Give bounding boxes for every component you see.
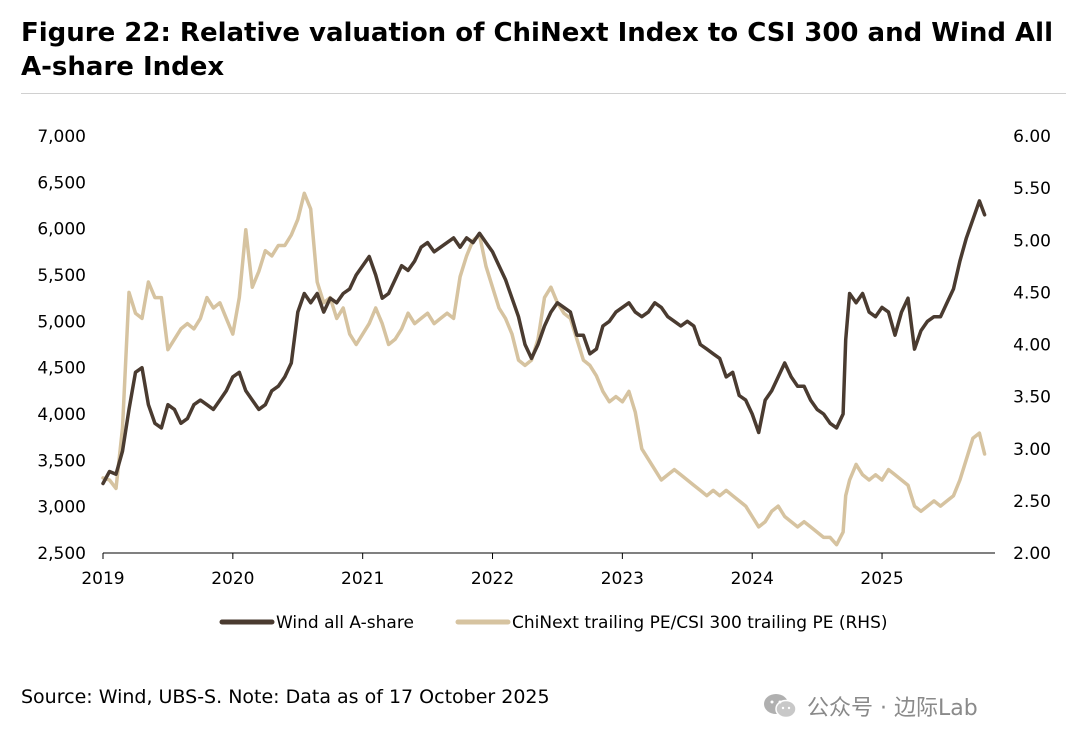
x-tick-label: 2025 <box>860 569 903 589</box>
y-left-tick-label: 3,500 <box>37 451 86 471</box>
y-left-tick-label: 5,000 <box>37 312 86 332</box>
y-right-tick-label: 4.00 <box>1013 336 1051 356</box>
y-left-tick-label: 7,000 <box>37 127 86 147</box>
y-left-tick-label: 6,000 <box>37 220 86 240</box>
legend-chinext-pe-ratio-label: ChiNext trailing PE/CSI 300 trailing PE … <box>512 613 888 633</box>
watermark: 公众号 · 边际Lab <box>763 690 978 722</box>
y-left-tick-label: 2,500 <box>37 544 86 564</box>
y-right-tick-label: 5.50 <box>1013 179 1051 199</box>
y-right-tick-label: 2.00 <box>1013 544 1051 564</box>
x-tick-label: 2024 <box>731 569 774 589</box>
series-line-wind-all-a-share <box>101 199 987 486</box>
y-left-tick-label: 3,000 <box>37 498 86 518</box>
x-tick-label: 2019 <box>81 569 124 589</box>
y-left-tick-label: 6,500 <box>37 173 86 193</box>
wechat-icon <box>764 694 797 719</box>
y-right-tick-label: 5.00 <box>1013 231 1051 251</box>
y-right-tick-label: 2.50 <box>1013 492 1051 512</box>
title-divider <box>21 93 1066 94</box>
chart-title: Figure 22: Relative valuation of ChiNext… <box>21 18 1053 82</box>
watermark-text: 公众号 · 边际Lab <box>807 696 978 721</box>
series-line-chinext-pe-ratio <box>101 191 987 547</box>
y-left-tick-label: 4,000 <box>37 405 86 425</box>
y-right-tick-label: 4.50 <box>1013 283 1051 303</box>
y-right-tick-label: 3.50 <box>1013 388 1051 408</box>
x-tick-label: 2020 <box>211 569 254 589</box>
y-right-tick-label: 6.00 <box>1013 127 1051 147</box>
x-tick-label: 2023 <box>601 569 644 589</box>
x-tick-label: 2021 <box>341 569 384 589</box>
y-left-tick-label: 4,500 <box>37 359 86 379</box>
y-right-tick-label: 3.00 <box>1013 440 1051 460</box>
source-note: Source: Wind, UBS-S. Note: Data as of 17… <box>21 686 550 708</box>
y-left-tick-label: 5,500 <box>37 266 86 286</box>
legend-wind-all-a-share-label: Wind all A-share <box>276 613 414 633</box>
x-tick-label: 2022 <box>471 569 514 589</box>
